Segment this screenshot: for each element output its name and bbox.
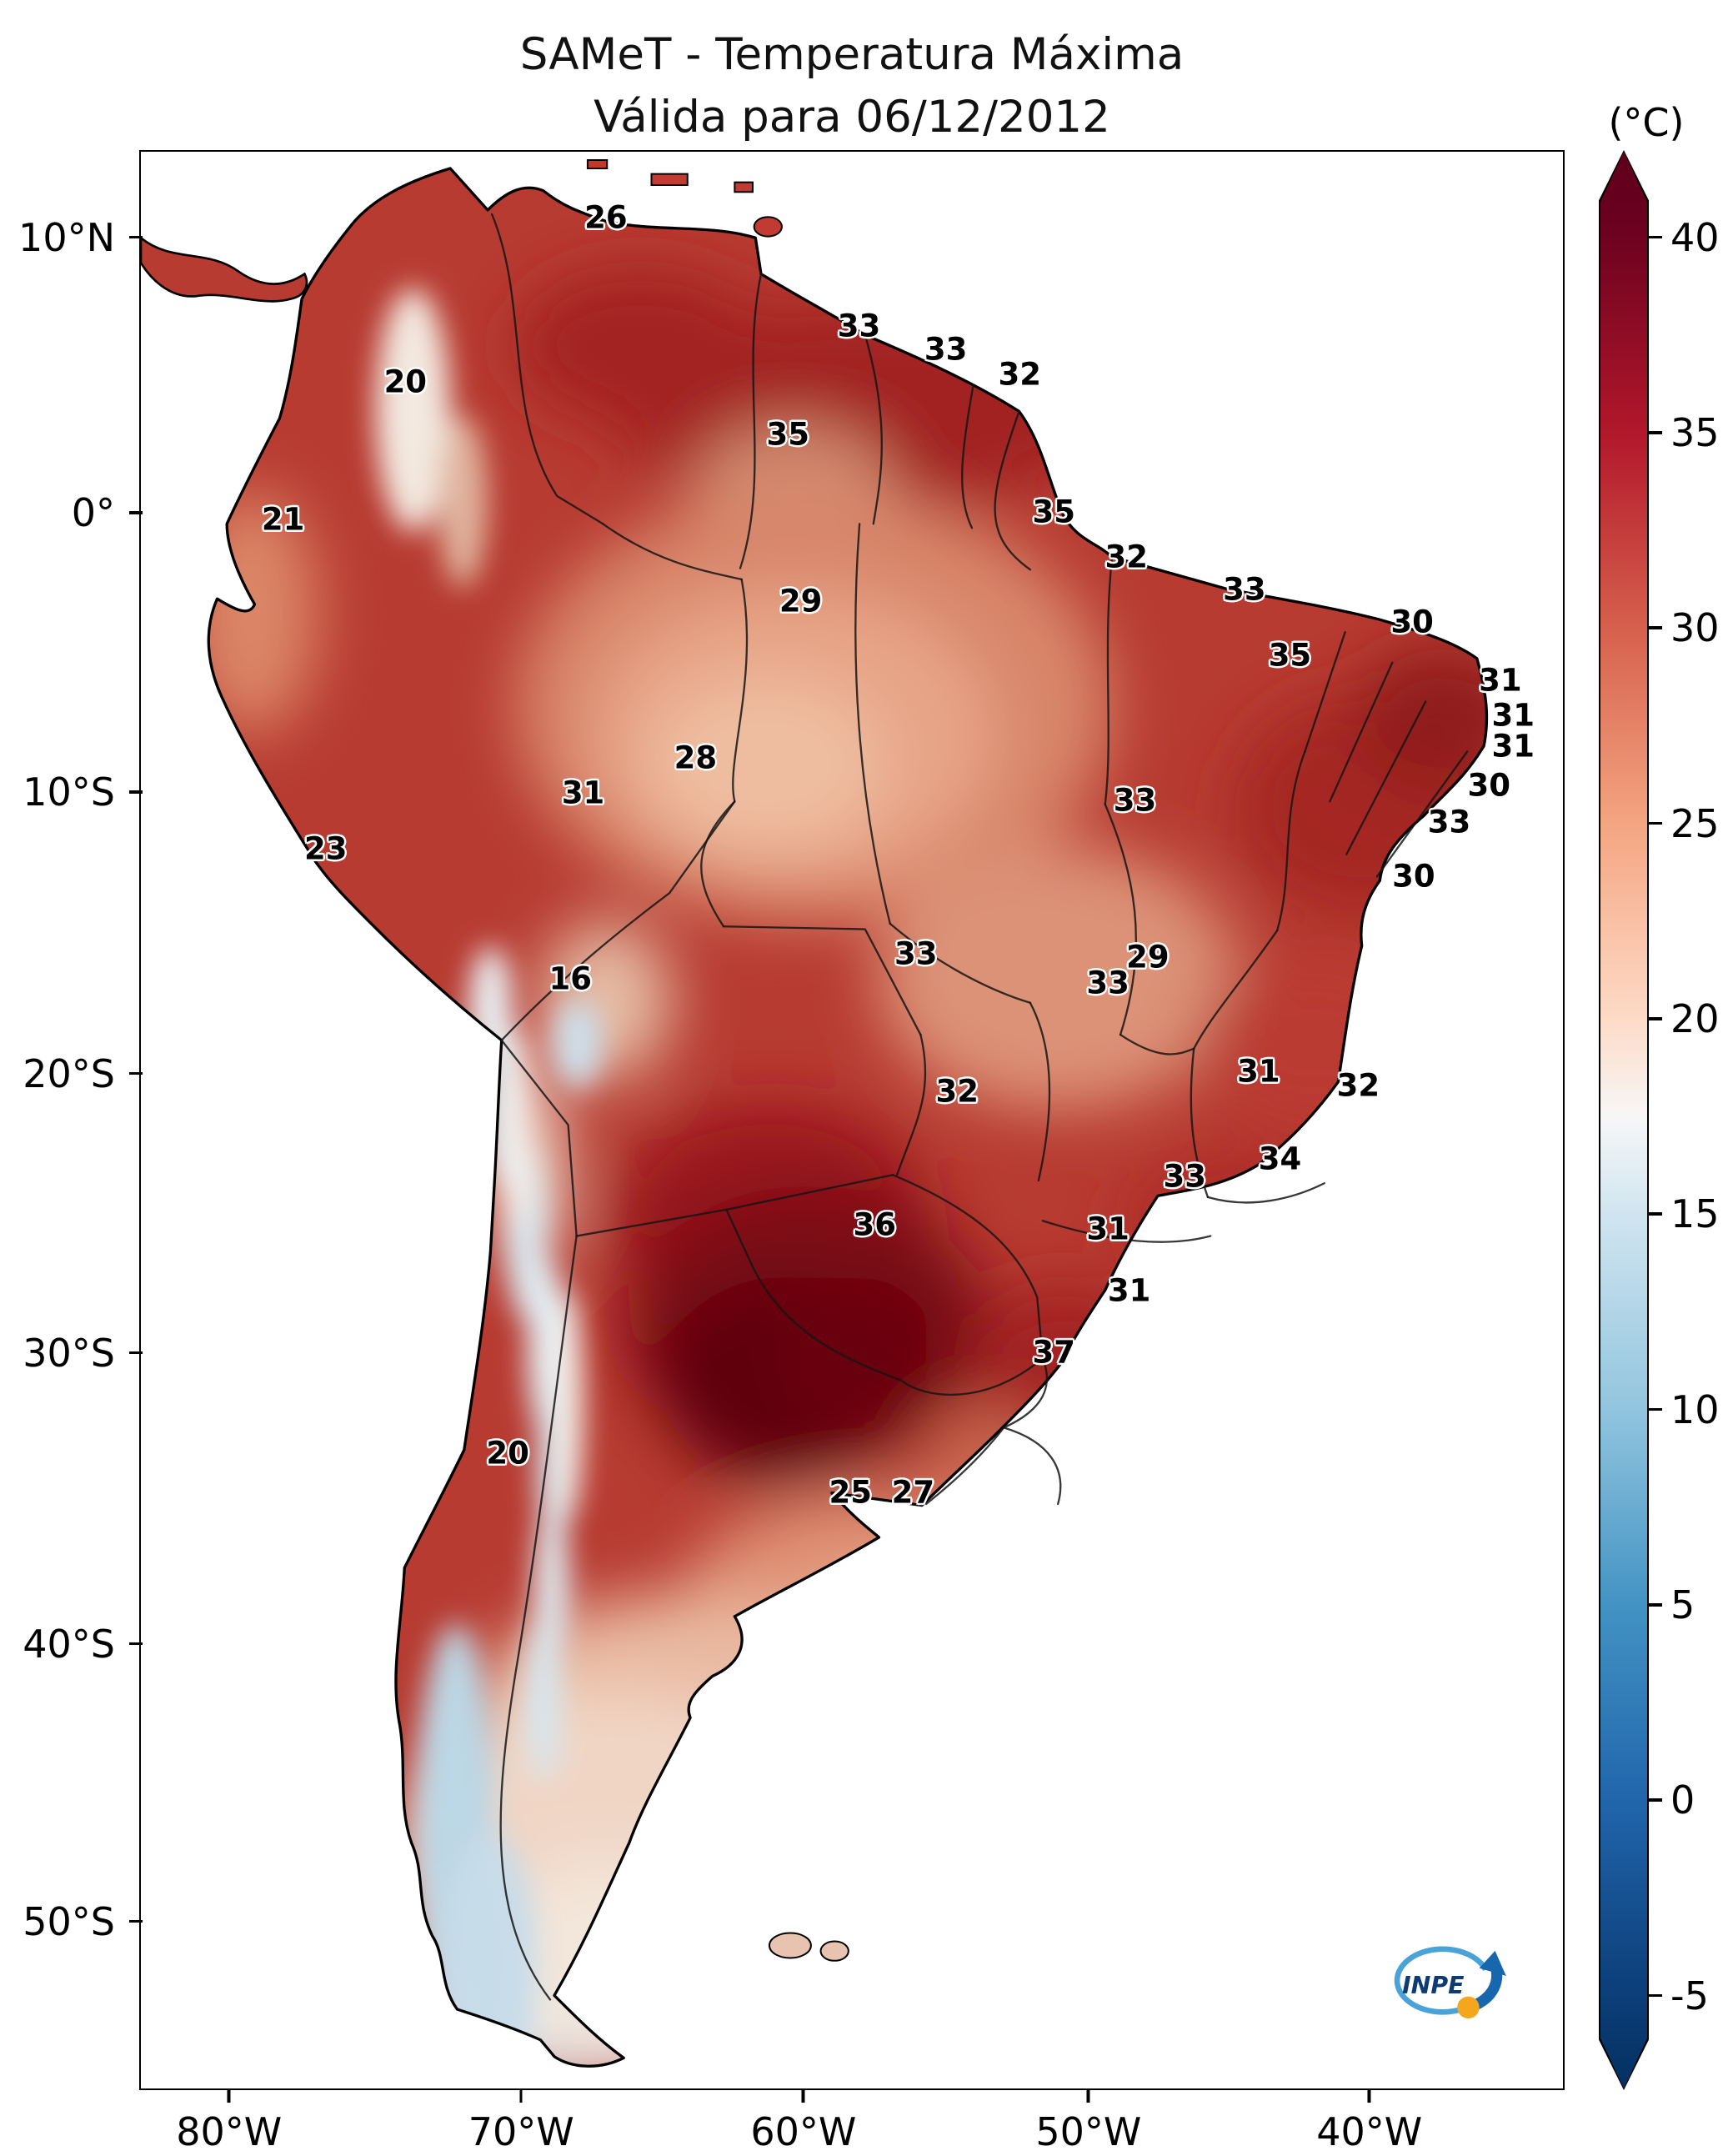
lat-tick-label: 0° [71, 490, 143, 536]
title-line-1: SAMeT - Temperatura Máxima [519, 29, 1185, 80]
station-value-label: 33 [837, 308, 881, 344]
colorbar-tick-mark [1649, 1407, 1662, 1411]
station-value-label: 25 [829, 1474, 873, 1511]
lon-tick-label: 40°W [1316, 2089, 1423, 2154]
colorbar-tick-label: 35 [1670, 410, 1720, 456]
station-value-label: 33 [894, 935, 938, 972]
colorbar-tick-mark [1649, 235, 1662, 239]
station-value-label: 31 [1086, 1211, 1129, 1247]
station-value-label: 16 [548, 960, 592, 997]
colorbar-tick-label: 20 [1670, 996, 1720, 1042]
station-layer: 26 33 33 32 20 35 21 35 32 29 33 30 35 31 31 31 28 31 30 33… [141, 152, 1563, 2088]
station-value-label: 33 [1113, 782, 1157, 819]
station-value-label: 36 [853, 1206, 897, 1243]
station-value-label: 29 [779, 583, 823, 619]
colorbar-tick-label: 15 [1670, 1191, 1720, 1237]
colorbar-tick-label: 25 [1670, 800, 1720, 846]
station-value-label: 32 [935, 1073, 979, 1110]
colorbar-tick-label: 40 [1670, 214, 1720, 260]
station-value-label: 37 [1032, 1334, 1076, 1371]
inpe-logo-text: INPE [1402, 1972, 1464, 1999]
colorbar-tick-mark [1649, 1798, 1662, 1802]
station-value-label: 31 [561, 775, 605, 811]
lon-tick-label: 70°W [468, 2089, 574, 2154]
inpe-logo-graphic: INPE [1394, 1946, 1506, 2019]
islands [586, 158, 849, 1962]
lat-tick-label: 20°S [23, 1050, 143, 1096]
colorbar: 40 35 30 25 20 15 10 5 0 -5 [1599, 150, 1720, 2090]
station-value-label: 27 [891, 1474, 935, 1511]
colorbar-tick-label: 10 [1670, 1386, 1720, 1432]
lon-axis: 80°W 70°W 60°W 50°W 40°W [139, 2089, 1565, 2154]
lon-tick-label: 80°W [176, 2089, 283, 2154]
colorbar-tick-mark [1649, 431, 1662, 434]
station-value-label: 35 [1032, 494, 1076, 530]
title-line-2: Válida para 06/12/2012 [594, 92, 1110, 143]
colorbar-tick-mark [1649, 1212, 1662, 1216]
colorbar-tick-label: 5 [1670, 1582, 1695, 1628]
map-plot-area: 26 33 33 32 20 35 21 35 32 29 33 30 35 31 31 31 28 31 30 33… [139, 150, 1565, 2090]
station-value-label: 31 [1491, 728, 1535, 765]
station-value-label: 33 [924, 331, 968, 368]
country-state-borders [490, 213, 1469, 2001]
station-value-label: 20 [486, 1435, 529, 1472]
station-value-label: 33 [1086, 965, 1129, 1001]
station-value-label: 30 [1392, 858, 1435, 895]
inpe-logo: INPE [1375, 1928, 1517, 2040]
lat-tick-label: 30°S [23, 1330, 143, 1376]
colorbar-tick-mark [1649, 1993, 1662, 1998]
station-value-label: 35 [766, 416, 809, 453]
lat-tick-label: 10°N [18, 214, 143, 260]
colorbar-tick-mark [1649, 1603, 1662, 1607]
station-value-label: 30 [1390, 604, 1434, 640]
station-value-label: 23 [304, 830, 348, 867]
lon-tick-label: 50°W [1035, 2089, 1142, 2154]
station-value-label: 33 [1223, 571, 1266, 608]
colorbar-tick-mark [1649, 1017, 1662, 1020]
station-value-label: 29 [1126, 939, 1170, 975]
colorbar-unit-label: (°C) [1608, 100, 1685, 145]
station-value-label: 32 [1104, 539, 1149, 574]
station-value-label: 31 [1479, 662, 1522, 699]
south-america-map [141, 158, 1489, 2068]
station-value-label: 30 [1467, 767, 1511, 804]
page-title: SAMeT - Temperatura Máxima Válida para 0… [139, 23, 1565, 149]
station-value-label: 34 [1258, 1141, 1302, 1177]
station-value-label: 31 [1491, 697, 1535, 734]
colorbar-tick-mark [1649, 821, 1662, 825]
station-value-label: 31 [1107, 1272, 1151, 1309]
station-value-label: 33 [1163, 1158, 1206, 1195]
station-value-label: 21 [261, 501, 305, 538]
lat-tick-label: 50°S [23, 1898, 143, 1944]
station-value-label: 35 [1268, 637, 1312, 674]
lat-tick-label: 40°S [23, 1621, 143, 1667]
lon-tick-label: 60°W [750, 2089, 857, 2154]
colorbar-ticks: 40 35 30 25 20 15 10 5 0 -5 [1649, 150, 1723, 2090]
colorbar-tick-mark [1649, 626, 1662, 629]
lat-axis: 10°N 0° 10°S 20°S 30°S 40°S 50°S [0, 150, 143, 2090]
station-value-label: 20 [383, 364, 428, 400]
station-value-label: 26 [584, 199, 628, 236]
station-value-label: 32 [998, 356, 1042, 393]
station-value-label: 31 [1237, 1053, 1280, 1090]
colorbar-tick-label: -5 [1670, 1973, 1709, 2018]
station-value-label: 33 [1427, 804, 1471, 840]
colorbar-tick-label: 0 [1670, 1777, 1695, 1823]
station-value-label: 28 [674, 740, 718, 776]
colorbar-tick-label: 30 [1670, 605, 1720, 651]
lat-tick-label: 10°S [23, 770, 143, 815]
colorbar-gradient [1600, 152, 1647, 2088]
station-value-label: 32 [1336, 1067, 1380, 1104]
